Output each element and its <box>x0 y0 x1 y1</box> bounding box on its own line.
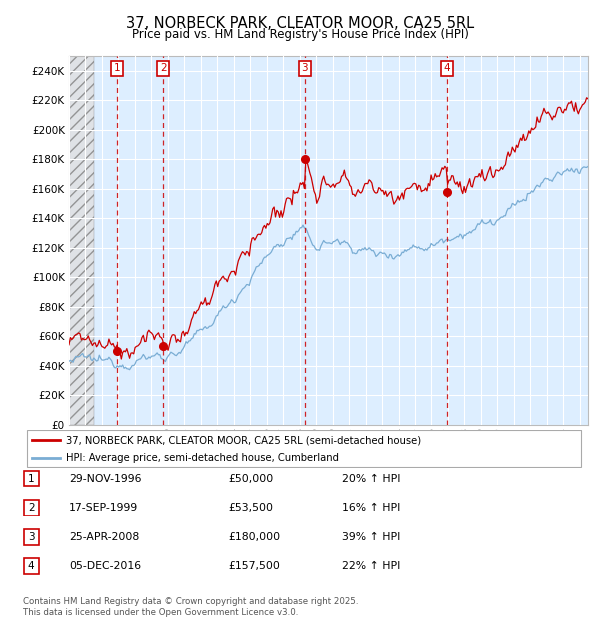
FancyBboxPatch shape <box>27 430 581 467</box>
Text: Price paid vs. HM Land Registry's House Price Index (HPI): Price paid vs. HM Land Registry's House … <box>131 28 469 41</box>
Text: 37, NORBECK PARK, CLEATOR MOOR, CA25 5RL: 37, NORBECK PARK, CLEATOR MOOR, CA25 5RL <box>126 16 474 30</box>
Text: 2: 2 <box>28 503 35 513</box>
Text: Contains HM Land Registry data © Crown copyright and database right 2025.
This d: Contains HM Land Registry data © Crown c… <box>23 598 358 617</box>
Text: 29-NOV-1996: 29-NOV-1996 <box>69 474 142 484</box>
Text: 1: 1 <box>28 474 35 484</box>
Text: 1: 1 <box>113 63 120 73</box>
Text: 20% ↑ HPI: 20% ↑ HPI <box>342 474 401 484</box>
Text: 39% ↑ HPI: 39% ↑ HPI <box>342 532 400 542</box>
Text: 4: 4 <box>443 63 450 73</box>
Text: £180,000: £180,000 <box>228 532 280 542</box>
Text: 3: 3 <box>302 63 308 73</box>
Text: 3: 3 <box>28 532 35 542</box>
FancyBboxPatch shape <box>23 500 39 516</box>
FancyBboxPatch shape <box>23 558 39 574</box>
FancyBboxPatch shape <box>23 529 39 545</box>
Text: 16% ↑ HPI: 16% ↑ HPI <box>342 503 400 513</box>
Bar <box>69 56 94 425</box>
Text: 25-APR-2008: 25-APR-2008 <box>69 532 139 542</box>
FancyBboxPatch shape <box>23 471 39 487</box>
Text: 17-SEP-1999: 17-SEP-1999 <box>69 503 138 513</box>
Text: 37, NORBECK PARK, CLEATOR MOOR, CA25 5RL (semi-detached house): 37, NORBECK PARK, CLEATOR MOOR, CA25 5RL… <box>66 435 421 445</box>
Text: £53,500: £53,500 <box>228 503 273 513</box>
Text: 22% ↑ HPI: 22% ↑ HPI <box>342 561 400 571</box>
Text: 2: 2 <box>160 63 166 73</box>
Text: £157,500: £157,500 <box>228 561 280 571</box>
Text: £50,000: £50,000 <box>228 474 273 484</box>
Text: HPI: Average price, semi-detached house, Cumberland: HPI: Average price, semi-detached house,… <box>66 453 339 464</box>
Text: 05-DEC-2016: 05-DEC-2016 <box>69 561 141 571</box>
Text: 4: 4 <box>28 561 35 571</box>
